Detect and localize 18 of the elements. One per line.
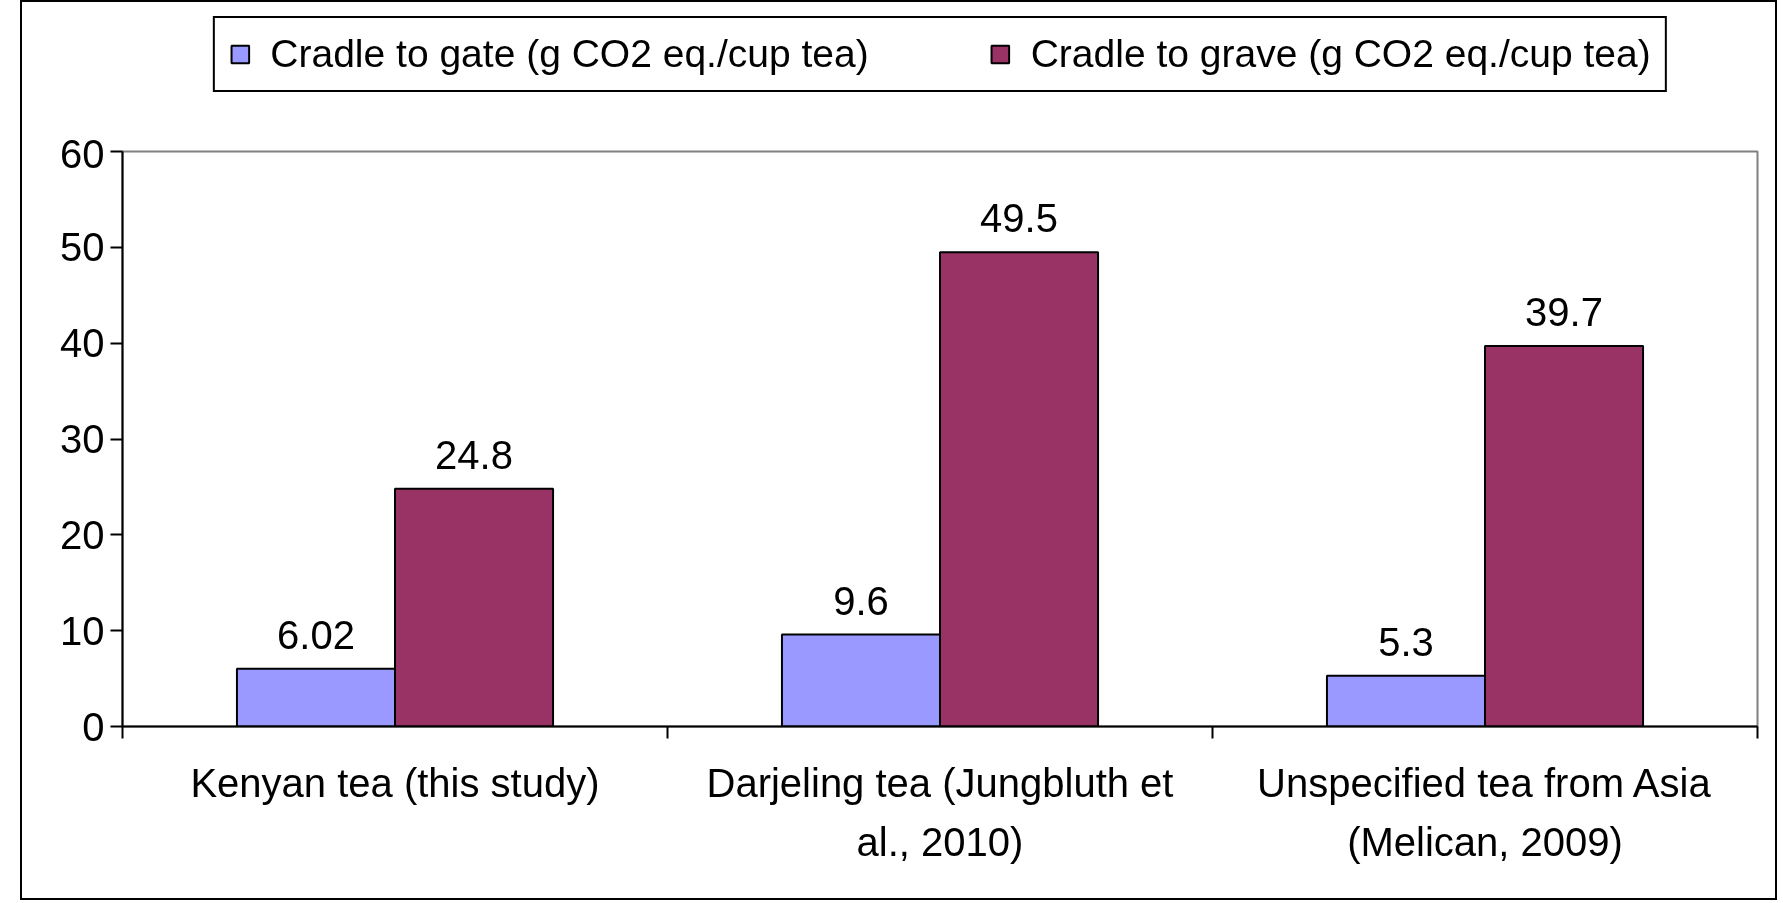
data-label: 5.3 <box>1378 619 1434 664</box>
y-tick-label: 40 <box>60 321 105 366</box>
data-label: 49.5 <box>980 196 1058 241</box>
x-tick-label: Darjeling tea (Jungbluth et al., 2010) <box>706 760 1174 864</box>
x-tick-label: Unspecified tea from Asia (Melican, 2009) <box>1257 760 1712 864</box>
data-label: 6.02 <box>277 612 355 657</box>
y-tick-label: 0 <box>82 704 105 749</box>
y-tick-label: 10 <box>60 608 105 653</box>
x-tick-label: Kenyan tea (this study) <box>190 760 600 805</box>
data-label: 9.6 <box>833 578 889 623</box>
y-tick-label: 20 <box>60 512 105 557</box>
legend-label: Cradle to gate (g CO2 eq./cup tea) <box>270 32 869 76</box>
y-tick-label: 60 <box>60 131 105 176</box>
data-label: 24.8 <box>435 432 513 477</box>
legend-label: Cradle to grave (g CO2 eq./cup tea) <box>1030 32 1651 76</box>
data-label: 39.7 <box>1525 290 1603 335</box>
y-tick-label: 50 <box>60 225 105 270</box>
y-tick-label: 30 <box>60 417 105 461</box>
